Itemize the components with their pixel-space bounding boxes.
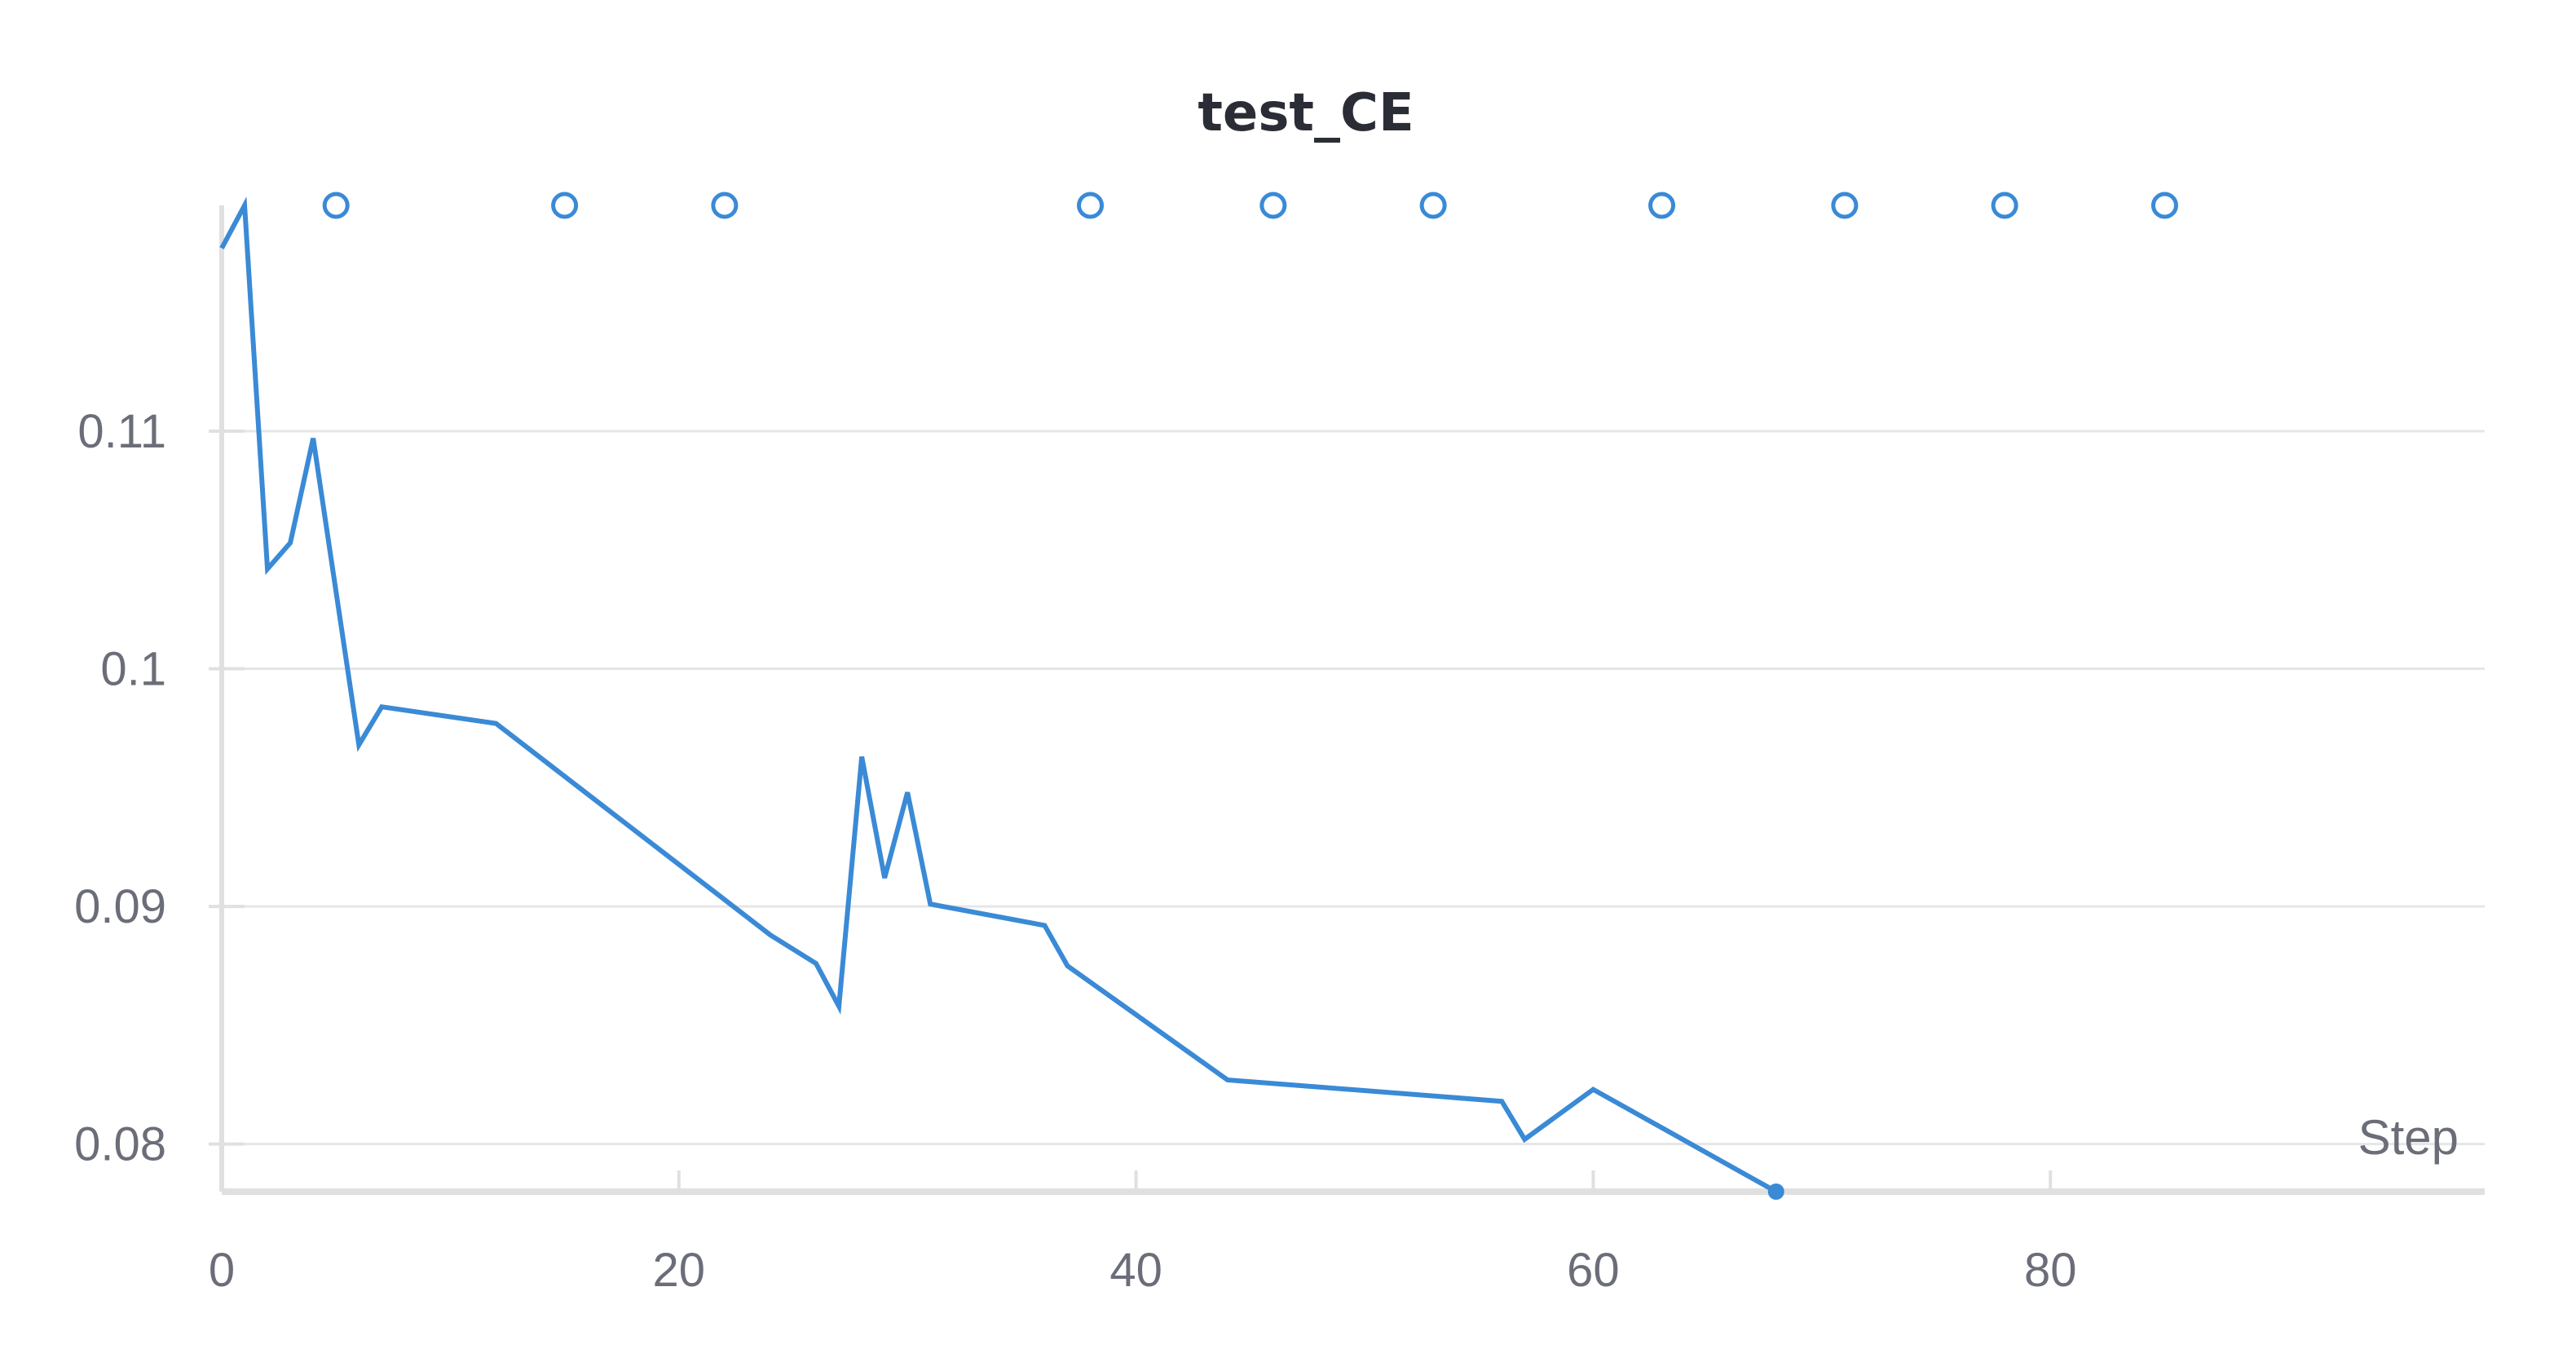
- out-of-range-marker: [1648, 192, 1676, 219]
- out-of-range-marker: [1831, 192, 1859, 219]
- out-of-range-marker: [1259, 192, 1287, 219]
- x-tick-label: 60: [1567, 1244, 1620, 1297]
- y-tick-label: 0.09: [74, 880, 166, 933]
- out-of-range-marker: [2150, 192, 2178, 219]
- out-of-range-marker: [551, 192, 579, 219]
- grid-lines: [209, 430, 2485, 1146]
- y-tick-label: 0.11: [77, 405, 166, 458]
- y-tick-label: 0.1: [100, 643, 166, 696]
- x-tick-label: 0: [209, 1244, 235, 1297]
- out-of-range-marker: [1419, 192, 1447, 219]
- y-tick-label: 0.08: [74, 1118, 166, 1171]
- out-of-range-marker: [322, 192, 350, 219]
- axes: [209, 205, 2485, 1195]
- chart-title: test_CE: [1198, 83, 1414, 143]
- out-of-range-marker: [1077, 192, 1105, 219]
- out-of-range-markers: [322, 192, 2178, 219]
- out-of-range-marker: [1991, 192, 2018, 219]
- out-of-range-marker: [711, 192, 739, 219]
- x-tick-label: 80: [2024, 1244, 2077, 1297]
- series-end-point: [1767, 1183, 1784, 1200]
- series-layer: [219, 196, 1784, 1200]
- series-line: [219, 196, 1778, 1194]
- x-tick-label: 20: [653, 1244, 706, 1297]
- x-tick-label: 40: [1109, 1244, 1162, 1297]
- x-axis-label: Step: [2358, 1110, 2459, 1165]
- tick-labels: 0.08 0.09 0.1 0.11 0 20 40 60 80: [74, 405, 2076, 1297]
